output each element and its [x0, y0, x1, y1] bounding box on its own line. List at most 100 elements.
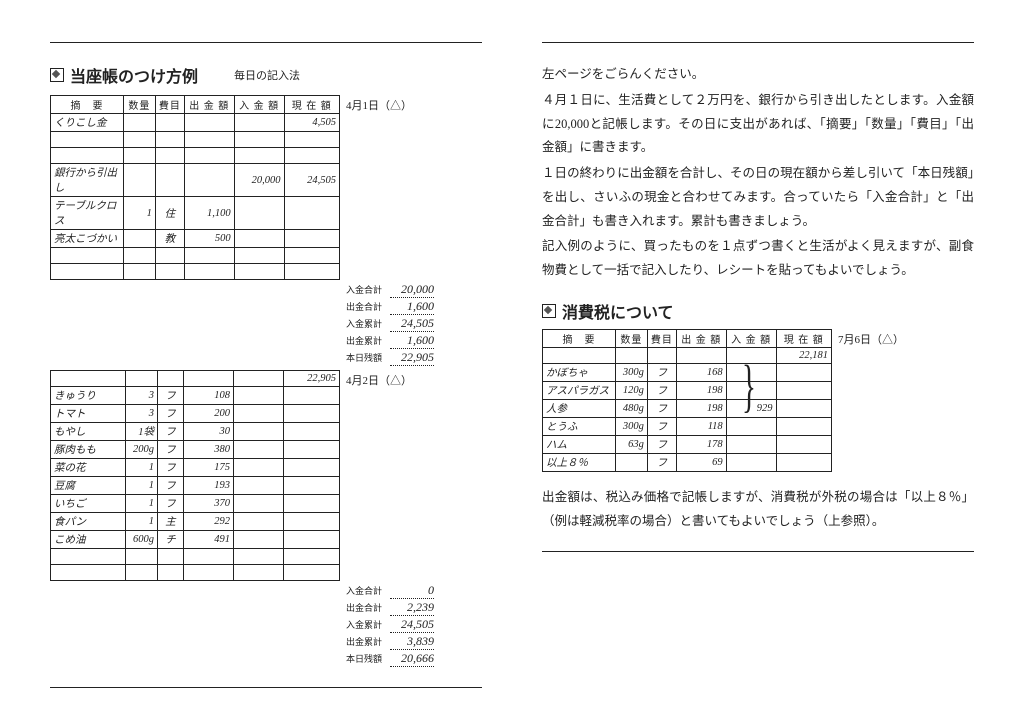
- diamond-icon: [542, 304, 556, 318]
- table-row: とうふ 300g フ 118: [543, 417, 832, 435]
- table-row: [51, 248, 340, 264]
- summary-line: 入金合計 0: [346, 583, 434, 599]
- section-title-ledger: 当座帳のつけ方例 毎日の記入法: [50, 63, 482, 87]
- left-page: 当座帳のつけ方例 毎日の記入法 4月1日（△） 摘 要 数量 費目 出 金 額 …: [50, 30, 482, 698]
- summary-label: 出金累計: [346, 334, 382, 347]
- summary-line: 出金合計 1,600: [346, 299, 434, 315]
- para: ４月１日に、生活費として２万円を、銀行から引き出したとします。入金額に20,00…: [542, 89, 974, 160]
- table-row: かぼちゃ 300g フ 168: [543, 363, 832, 381]
- table-row: アスパラガス 120g フ 198: [543, 381, 832, 399]
- col-bal: 現 在 額: [284, 96, 340, 114]
- summary-value: 1,600: [390, 299, 434, 315]
- col-qty: 数量: [616, 329, 648, 347]
- para: 出金額は、税込み価格で記帳しますが、消費税が外税の場合は「以上８％」（例は軽減税…: [542, 486, 974, 534]
- table-row: 人参 480g フ 198 929: [543, 399, 832, 417]
- summary-line: 出金合計 2,239: [346, 600, 434, 616]
- summary-line: 入金累計 24,505: [346, 617, 434, 633]
- date-label-1: 4月1日（△）: [346, 97, 412, 113]
- brace-icon: }: [742, 357, 756, 415]
- summary-label: 出金累計: [346, 635, 382, 648]
- table-row: 亮太こづかい 教 500: [51, 230, 340, 248]
- table-row: 豆腐 1 フ 193: [51, 477, 340, 495]
- table-row: トマト 3 フ 200: [51, 405, 340, 423]
- summary-line: 本日残額 22,905: [346, 350, 434, 366]
- table-header-row: 摘 要 数量 費目 出 金 額 入 金 額 現 在 額: [51, 96, 340, 114]
- col-amt: 出 金 額: [676, 329, 726, 347]
- summary-line: 本日残額 20,666: [346, 651, 434, 667]
- subtitle: 毎日の記入法: [234, 67, 300, 83]
- summary-value: 20,000: [390, 282, 434, 298]
- summary-value: 22,905: [390, 350, 434, 366]
- table-row: [51, 132, 340, 148]
- summary-line: 入金合計 20,000: [346, 282, 434, 298]
- tax-ledger-table: 摘 要 数量 費目 出 金 額 入 金 額 現 在 額 22,181 かぼちゃ …: [542, 329, 832, 472]
- explanation-text: 左ページをごらんください。 ４月１日に、生活費として２万円を、銀行から引き出した…: [542, 63, 974, 283]
- table-row: 菜の花 1 フ 175: [51, 459, 340, 477]
- table-row: こめ油 600g チ 491: [51, 531, 340, 549]
- col-inc: 入 金 額: [726, 329, 776, 347]
- carry-balance: 22,905: [284, 371, 340, 387]
- table-row: ハム 63g フ 178: [543, 435, 832, 453]
- table-row: 以上８％ フ 69: [543, 453, 832, 471]
- para: １日の終わりに出金額を合計し、その日の現在額から差し引いて「本日残額」を出し、さ…: [542, 162, 974, 233]
- summary-value: 24,505: [390, 316, 434, 332]
- col-bal: 現 在 額: [776, 329, 832, 347]
- table-row: [51, 264, 340, 280]
- table-row: 銀行から引出し 20,000 24,505: [51, 164, 340, 197]
- table-row: いちご 1 フ 370: [51, 495, 340, 513]
- right-page: 左ページをごらんください。 ４月１日に、生活費として２万円を、銀行から引き出した…: [542, 30, 974, 698]
- summary-label: 入金累計: [346, 317, 382, 330]
- col-item: 摘 要: [51, 96, 124, 114]
- summary-value: 24,505: [390, 617, 434, 633]
- table-row: 豚肉もも 200g フ 380: [51, 441, 340, 459]
- section-title-tax: 消費税について: [542, 299, 974, 323]
- table-row: 食パン 1 主 292: [51, 513, 340, 531]
- rule-bottom-right: [542, 551, 974, 552]
- para: 左ページをごらんください。: [542, 63, 974, 87]
- col-cat: 費目: [647, 329, 676, 347]
- col-inc: 入 金 額: [234, 96, 284, 114]
- summary-label: 入金合計: [346, 283, 382, 296]
- rule-top-right: [542, 42, 974, 43]
- table-header-row: 摘 要 数量 費目 出 金 額 入 金 額 現 在 額: [543, 329, 832, 347]
- rule-bottom-left: [50, 687, 482, 688]
- ledger-table-day2: 22,905 きゅうり 3 フ 108 トマト 3 フ 200 もやし 1袋 フ…: [50, 370, 340, 581]
- diamond-icon: [50, 68, 64, 82]
- table-row: [51, 565, 340, 581]
- summary-line: 出金累計 3,839: [346, 634, 434, 650]
- rule-top-left: [50, 42, 482, 43]
- summary-value: 20,666: [390, 651, 434, 667]
- tax-explanation: 出金額は、税込み価格で記帳しますが、消費税が外税の場合は「以上８％」（例は軽減税…: [542, 486, 974, 534]
- summary-label: 出金合計: [346, 601, 382, 614]
- table-row: 22,181: [543, 347, 832, 363]
- table-row: きゅうり 3 フ 108: [51, 387, 340, 405]
- ledger-table-day1: 摘 要 数量 費目 出 金 額 入 金 額 現 在 額 くりこし金 4,505: [50, 95, 340, 280]
- summary-value: 1,600: [390, 333, 434, 349]
- summary-value: 3,839: [390, 634, 434, 650]
- table-row: くりこし金 4,505: [51, 114, 340, 132]
- date-label-2: 4月2日（△）: [346, 372, 412, 388]
- summary-label: 本日残額: [346, 351, 382, 364]
- col-amt: 出 金 額: [184, 96, 234, 114]
- summary-line: 出金累計 1,600: [346, 333, 434, 349]
- table-row: [51, 148, 340, 164]
- para: 記入例のように、買ったものを１点ずつ書くと生活がよく見えますが、副食物費として一…: [542, 235, 974, 283]
- summary-label: 本日残額: [346, 652, 382, 665]
- col-qty: 数量: [124, 96, 156, 114]
- summary-label: 入金累計: [346, 618, 382, 631]
- summary-line: 入金累計 24,505: [346, 316, 434, 332]
- table-row: テーブルクロス 1 住 1,100: [51, 197, 340, 230]
- summary-label: 入金合計: [346, 584, 382, 597]
- title-text: 消費税について: [562, 299, 674, 323]
- date-label-tax: 7月6日（△）: [838, 331, 904, 347]
- col-item: 摘 要: [543, 329, 616, 347]
- page-spread: 当座帳のつけ方例 毎日の記入法 4月1日（△） 摘 要 数量 費目 出 金 額 …: [0, 0, 1024, 728]
- summary-value: 2,239: [390, 600, 434, 616]
- summary-label: 出金合計: [346, 300, 382, 313]
- table-row: [51, 549, 340, 565]
- title-text: 当座帳のつけ方例: [70, 63, 198, 87]
- col-cat: 費目: [155, 96, 184, 114]
- table-row: もやし 1袋 フ 30: [51, 423, 340, 441]
- summary-value: 0: [390, 583, 434, 599]
- table-row: 22,905: [51, 371, 340, 387]
